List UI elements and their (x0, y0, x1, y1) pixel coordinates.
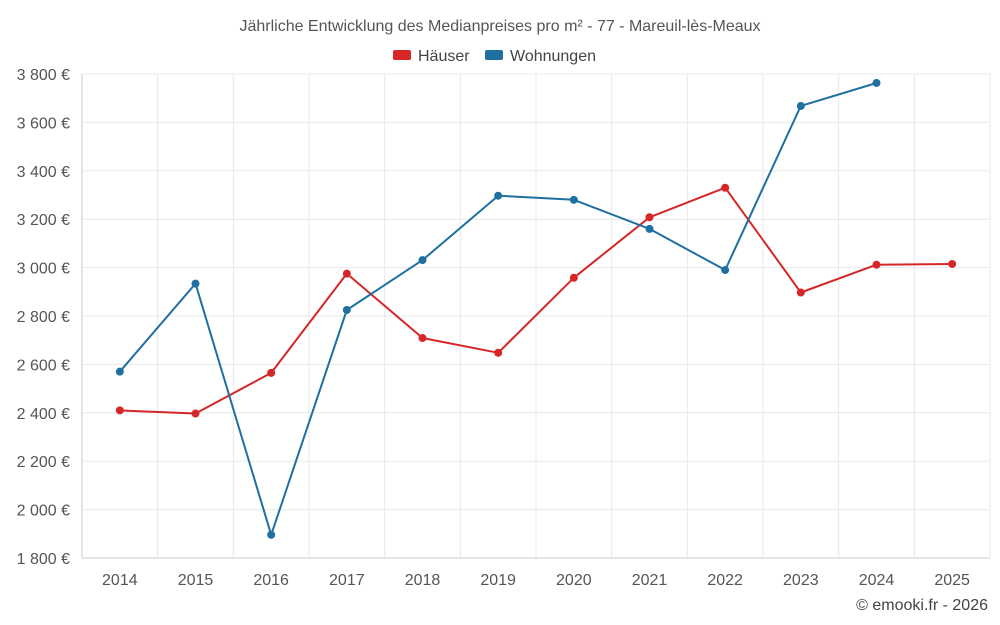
data-point[interactable] (418, 334, 427, 343)
x-tick-label: 2019 (480, 572, 516, 589)
data-point[interactable] (342, 269, 351, 278)
y-tick-label: 2 600 € (17, 357, 70, 374)
series-haeuser (115, 183, 957, 418)
data-point[interactable] (645, 213, 654, 222)
y-tick-label: 2 200 € (17, 454, 70, 471)
credit-text: © emooki.fr - 2026 (856, 597, 988, 614)
x-tick-label: 2017 (329, 572, 365, 589)
data-point[interactable] (569, 273, 578, 282)
data-point[interactable] (342, 305, 351, 314)
y-tick-label: 3 600 € (17, 115, 70, 132)
legend-label[interactable]: Wohnungen (510, 48, 596, 65)
x-tick-label: 2014 (102, 572, 138, 589)
chart-title: Jährliche Entwicklung des Medianpreises … (239, 18, 760, 35)
legend-label[interactable]: Häuser (418, 48, 470, 65)
data-point[interactable] (418, 256, 427, 265)
x-tick-label: 2024 (859, 572, 895, 589)
x-tick-label: 2018 (405, 572, 441, 589)
legend-swatch (393, 50, 411, 60)
data-point[interactable] (796, 101, 805, 110)
y-tick-label: 3 800 € (17, 67, 70, 84)
x-tick-label: 2016 (253, 572, 289, 589)
data-point[interactable] (267, 530, 276, 539)
data-point[interactable] (191, 279, 200, 288)
y-tick-label: 3 000 € (17, 261, 70, 278)
data-point[interactable] (872, 78, 881, 87)
data-point[interactable] (645, 224, 654, 233)
y-tick-label: 2 800 € (17, 309, 70, 326)
data-point[interactable] (796, 288, 805, 297)
data-point[interactable] (721, 266, 730, 275)
data-point[interactable] (569, 195, 578, 204)
series-wohnungen (115, 78, 881, 539)
data-point[interactable] (494, 348, 503, 357)
data-point[interactable] (494, 191, 503, 200)
data-point[interactable] (948, 259, 957, 268)
x-tick-label: 2025 (934, 572, 970, 589)
series-layer (115, 78, 957, 539)
data-point[interactable] (872, 260, 881, 269)
data-point[interactable] (267, 368, 276, 377)
data-point[interactable] (115, 367, 124, 376)
axes: 1 800 € 2 000 € 2 200 € 2 400 € 2 600 € 2 800… (17, 67, 990, 589)
x-tick-label: 2022 (707, 572, 743, 589)
series-line (119, 186, 953, 415)
data-point[interactable] (191, 409, 200, 418)
y-tick-label: 2 400 € (17, 406, 70, 423)
y-tick-label: 3 400 € (17, 164, 70, 181)
data-point[interactable] (115, 406, 124, 415)
y-tick-label: 2 000 € (17, 503, 70, 520)
y-tick-label: 1 800 € (17, 551, 70, 568)
x-tick-label: 2023 (783, 572, 819, 589)
x-tick-label: 2021 (632, 572, 668, 589)
y-tick-label: 3 200 € (17, 212, 70, 229)
legend-swatch (485, 50, 503, 60)
x-tick-label: 2015 (178, 572, 214, 589)
legend: Häuser Wohnungen (393, 48, 596, 65)
x-tick-label: 2020 (556, 572, 592, 589)
data-point[interactable] (721, 183, 730, 192)
